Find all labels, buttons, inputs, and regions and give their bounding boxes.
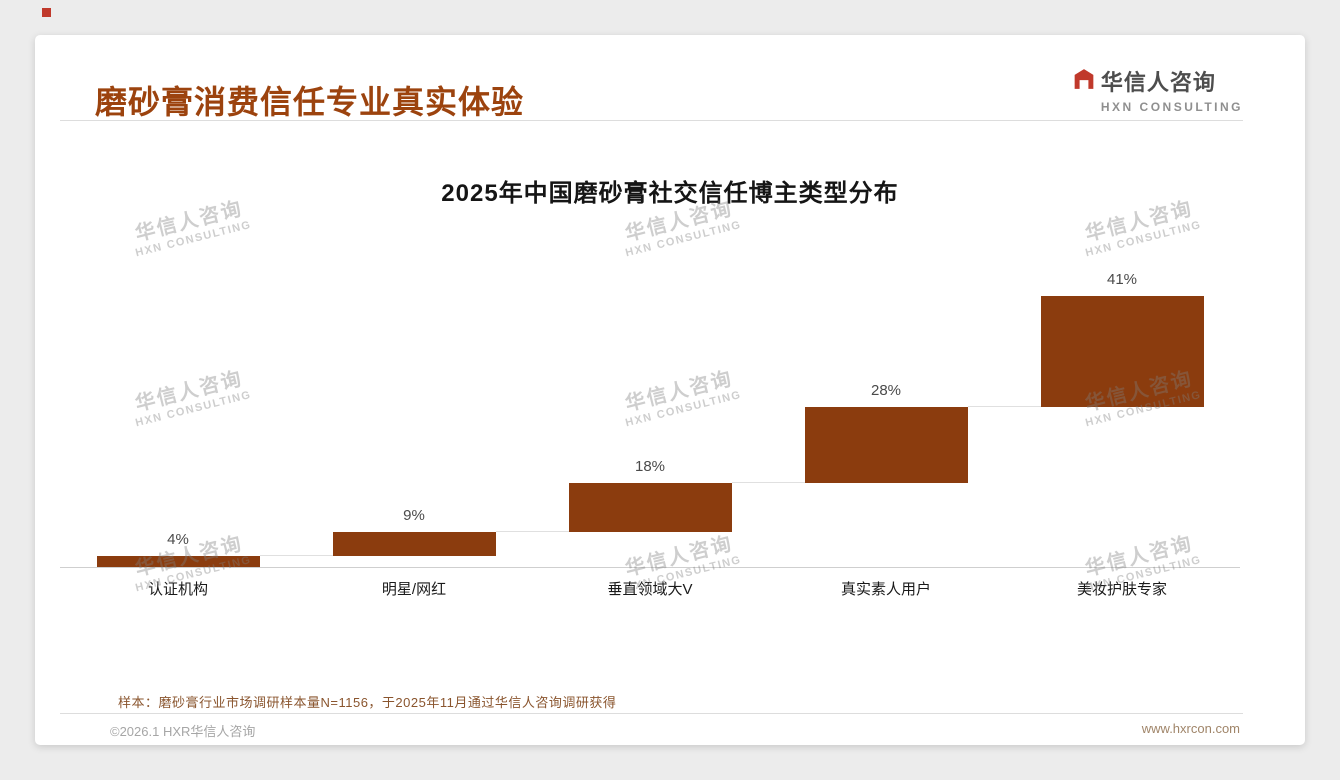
header-divider <box>60 120 1243 121</box>
sample-note: 样本：磨砂膏行业市场调研样本量N=1156，于2025年11月通过华信人咨询调研… <box>118 695 617 710</box>
logo-icon <box>1073 68 1095 95</box>
bar-3 <box>568 483 732 532</box>
footer: ©2026.1 HXR华信人咨询 www.hxrcon.com <box>110 721 1240 740</box>
slide-card: 磨砂膏消费信任专业真实体验 华信人咨询 HXN CONSULTING 2025年… <box>35 35 1305 745</box>
bar-value-label: 28% <box>870 382 902 400</box>
footer-divider <box>60 713 1243 714</box>
connector-line <box>495 530 569 532</box>
x-axis-label: 美妆护肤专家 <box>1076 581 1167 598</box>
logo-subtitle: HXN CONSULTING <box>1100 100 1243 114</box>
connector-line <box>259 555 333 557</box>
x-axis-label: 明星/网红 <box>381 581 447 598</box>
bar-4 <box>804 407 968 483</box>
footer-url: www.hxrcon.com <box>1141 721 1240 736</box>
top-left-accent <box>42 8 51 17</box>
chart-plot: 4% 9% 18% 28% 41% <box>60 268 1240 568</box>
bar-value-label: 41% <box>1106 271 1138 288</box>
x-axis-label: 认证机构 <box>147 581 208 598</box>
bar-1 <box>96 556 260 567</box>
logo-name: 华信人咨询 <box>1100 70 1216 95</box>
footer-copyright: ©2026.1 HXR华信人咨询 <box>110 724 256 739</box>
x-axis-labels: 认证机构 明星/网红 垂直领域大V 真实素人用户 美妆护肤专家 <box>60 578 1240 599</box>
page-title: 磨砂膏消费信任专业真实体验 <box>95 84 525 120</box>
connector-line <box>731 482 805 483</box>
chart-title: 2025年中国磨砂膏社交信任博主类型分布 <box>441 180 899 207</box>
logo: 华信人咨询 HXN CONSULTING <box>1073 65 1243 114</box>
connector-line <box>967 406 1041 408</box>
bar-value-label: 9% <box>403 506 425 524</box>
x-axis-label: 真实素人用户 <box>840 581 931 598</box>
x-axis-label: 垂直领域大V <box>607 581 693 598</box>
bar-value-label: 18% <box>634 458 666 475</box>
bar-value-label: 4% <box>167 531 189 549</box>
bar-2 <box>332 531 496 557</box>
bar-5 <box>1040 296 1204 408</box>
